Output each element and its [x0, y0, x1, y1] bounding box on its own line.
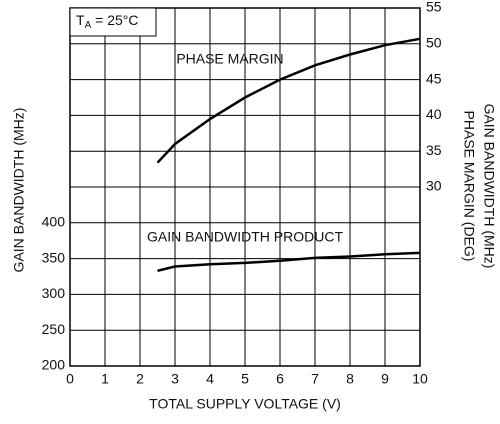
- y2-axis-label: PHASE MARGIN (DEG): [461, 111, 477, 262]
- y-tick-label: 300: [42, 285, 66, 301]
- x-tick-label: 1: [101, 371, 109, 387]
- x-tick-label: 6: [276, 371, 284, 387]
- x-tick-label: 4: [206, 371, 214, 387]
- x-tick-label: 2: [136, 371, 144, 387]
- condition-box: [69, 7, 157, 37]
- y-axis-label: GAIN BANDWIDTH (MHz): [11, 108, 27, 273]
- x-tick-label: 9: [381, 371, 389, 387]
- x-tick-label: 5: [241, 371, 249, 387]
- y2-tick-label: 40: [426, 106, 442, 122]
- x-tick-label: 7: [311, 371, 319, 387]
- y2-tick-label: 35: [426, 142, 442, 158]
- x-tick-label: 10: [412, 371, 428, 387]
- x-tick-label: 8: [346, 371, 354, 387]
- series-line: [156, 37, 421, 164]
- x-tick-label: 0: [66, 371, 74, 387]
- y2-tick-label: 45: [426, 70, 442, 86]
- y-tick-label: 200: [42, 357, 66, 373]
- x-tick-label: 3: [171, 371, 179, 387]
- y2-tick-label: 30: [426, 178, 442, 194]
- y2-tick-label: 55: [426, 0, 442, 15]
- y-tick-label: 350: [42, 249, 66, 265]
- series-label: GAIN BANDWIDTH PRODUCT: [147, 229, 343, 245]
- y-tick-label: 250: [42, 321, 66, 337]
- condition-sub: A: [85, 20, 92, 31]
- plot-frame: [69, 7, 421, 367]
- x-axis-label: TOTAL SUPPLY VOLTAGE (V): [149, 396, 341, 412]
- condition-main: T: [76, 12, 85, 28]
- y-tick-label: 400: [42, 214, 66, 230]
- condition: TA = 25°C: [76, 12, 138, 31]
- series-line: [157, 251, 421, 273]
- condition-rest: = 25°C: [91, 12, 138, 28]
- y2-tick-label: 50: [426, 35, 442, 51]
- series-label: PHASE MARGIN: [176, 51, 283, 67]
- y2-axis-label: GAIN BANDWIDTH (MHz): [481, 104, 497, 269]
